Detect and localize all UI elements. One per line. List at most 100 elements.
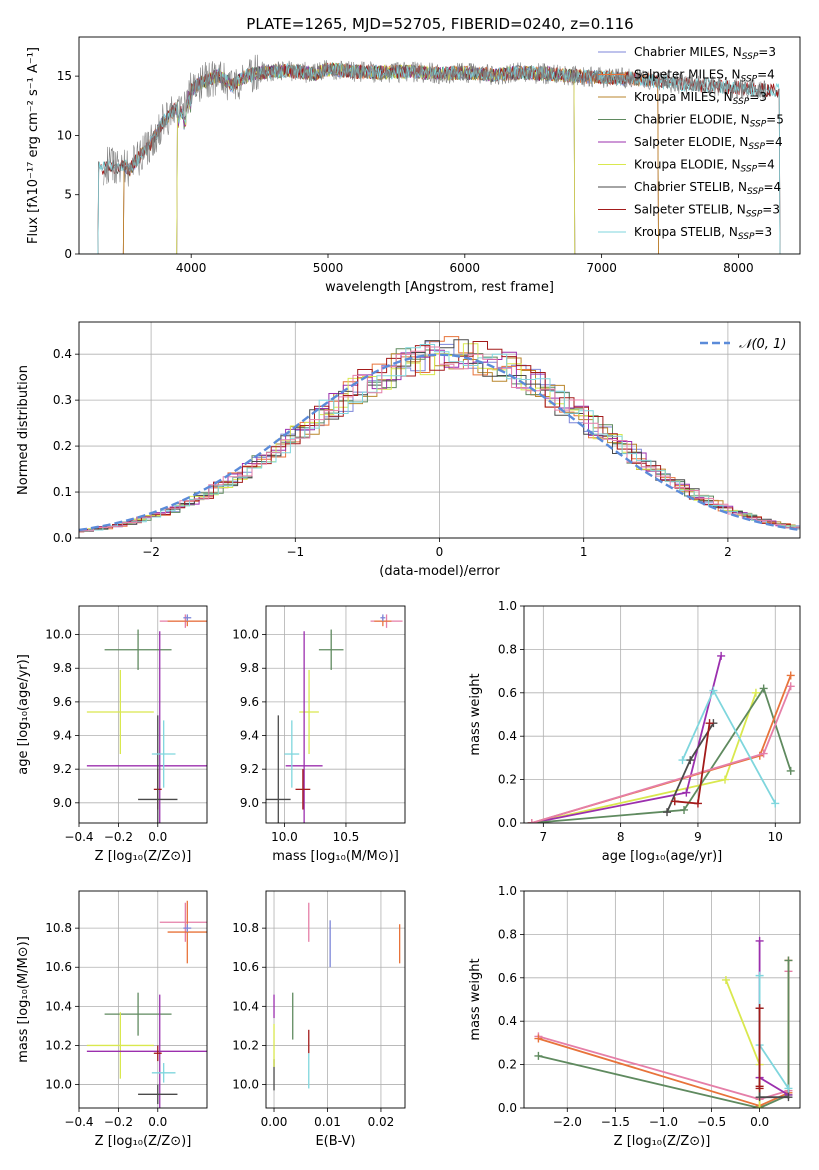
y-axis-label: Normed distribution	[16, 365, 31, 495]
weight-marker	[759, 684, 768, 693]
weight-marker	[755, 1082, 764, 1091]
mass-vs-ebv-panel: 0.00 0.01 0.02 10.0 10.2 10.4 10.6 10.8 E(B-V)	[232, 890, 406, 1149]
weight-marker	[755, 1093, 764, 1102]
legend-label: Chabrier STELIB, NSSP=4	[634, 180, 781, 197]
axes-frame	[78, 605, 208, 824]
age-vs-Z-panel: −0.4 −0.2 0.0 9.0 9.2 9.4 9.6 9.8 10.0 Z [log₁₀(Z…	[16, 605, 208, 864]
x-tick-label: −0.5	[697, 1115, 726, 1129]
legend-label: Salpeter MILES, NSSP=4	[634, 68, 775, 85]
y-tick-label: 9.4	[240, 729, 259, 743]
y-tick-label: 9.0	[53, 796, 72, 810]
x-tick-label: −1.0	[649, 1115, 678, 1129]
y-tick-label: 9.2	[240, 762, 259, 776]
plot-area	[86, 614, 207, 823]
x-tick-label: −2.0	[553, 1115, 582, 1129]
spectrum-panel: 4000 5000 6000 7000 8000 0 5 10 15 wavelength [An…	[26, 36, 801, 295]
x-tick-label: 8000	[723, 261, 754, 275]
x-tick-label: 10	[768, 830, 783, 844]
weight-marker	[670, 797, 679, 806]
weight-marker	[755, 971, 764, 980]
y-tick-label: 0.4	[53, 347, 72, 361]
y-tick-label: 10.8	[45, 921, 72, 935]
errorbar-point	[151, 720, 176, 788]
y-tick-label: 9.4	[53, 729, 72, 743]
x-tick-label: 0.0	[750, 1115, 769, 1129]
legend-label: Chabrier ELODIE, NSSP=5	[634, 113, 784, 130]
axes-frame	[78, 890, 208, 1109]
y-axis-label: age [log₁₀(age/yr)]	[16, 654, 31, 775]
errorbar-point	[138, 1084, 178, 1105]
weight-marker	[721, 775, 730, 784]
weight-marker	[709, 686, 718, 695]
y-tick-label: 9.6	[240, 695, 259, 709]
y-tick-label: 9.6	[53, 695, 72, 709]
y-axis-label: mass [log₁₀(M/M⊙)]	[16, 936, 31, 1063]
axes-frame	[78, 36, 801, 255]
x-axis-label: age [log₁₀(age/yr)]	[602, 849, 723, 864]
weight-line	[531, 686, 792, 823]
y-tick-label: 9.2	[53, 762, 72, 776]
y-tick-label: 10	[57, 128, 72, 142]
x-tick-label: −0.2	[104, 830, 133, 844]
x-tick-label: 1	[580, 545, 588, 559]
legend-label: Chabrier MILES, NSSP=3	[634, 45, 776, 62]
weight-line	[758, 940, 789, 1096]
weight-marker	[784, 1084, 793, 1093]
mass-vs-Z-panel: −0.4 −0.2 0.0 10.0 10.2 10.4 10.6 10.8 Z [log₁₀(…	[16, 890, 208, 1149]
errorbar-point	[86, 631, 207, 823]
x-tick-label: −0.4	[64, 830, 93, 844]
errorbar-point	[318, 629, 344, 670]
y-tick-label: 0	[64, 247, 72, 261]
plot-area	[527, 651, 795, 823]
y-tick-label: 0.6	[498, 971, 517, 985]
x-axis-label: Z [log₁₀(Z/Z⊙)]	[95, 1134, 192, 1149]
weight-marker	[755, 936, 764, 945]
spectrum-legend: Chabrier MILES, NSSP=3 Salpeter MILES, NS…	[598, 45, 784, 242]
errorbar-point	[183, 614, 192, 622]
errorbar-point	[295, 769, 311, 810]
x-axis-label: mass [log₁₀(M/M⊙)]	[272, 849, 399, 864]
y-tick-label: 10.0	[45, 628, 72, 642]
x-tick-label: 0.00	[261, 1115, 288, 1129]
weight-line	[531, 692, 757, 823]
y-tick-label: 10.4	[45, 999, 72, 1013]
weight-marker	[771, 799, 780, 808]
y-tick-label: 10.0	[45, 1078, 72, 1092]
errorbar-point	[86, 994, 207, 1108]
y-tick-label: 1.0	[498, 599, 517, 613]
weight-marker	[686, 756, 695, 765]
y-tick-label: 10.4	[232, 999, 259, 1013]
errorbar-point	[104, 992, 172, 1036]
weight-marker	[663, 808, 672, 817]
errorbar-point	[86, 1012, 154, 1079]
x-axis-label: E(B-V)	[315, 1134, 355, 1149]
y-tick-label: 0.1	[53, 485, 72, 499]
residual-histogram	[79, 346, 800, 533]
legend-label: Kroupa MILES, NSSP=3	[634, 90, 767, 107]
x-axis-label: Z [log₁₀(Z/Z⊙)]	[95, 849, 192, 864]
y-tick-label: 0.4	[498, 1014, 517, 1028]
y-tick-label: 0.0	[498, 816, 517, 830]
y-tick-label: 0.2	[53, 439, 72, 453]
weight-line	[758, 975, 790, 1089]
weight-marker	[755, 1104, 764, 1108]
residual-histogram	[79, 343, 800, 532]
x-tick-label: 4000	[176, 261, 207, 275]
weight-line	[725, 979, 761, 1108]
x-tick-label: 7	[540, 830, 548, 844]
legend-label: Kroupa STELIB, NSSP=3	[634, 225, 772, 242]
weight-marker	[786, 766, 795, 775]
weight-marker	[534, 1034, 543, 1043]
y-axis-label: Flux [fλ10⁻¹⁷ erg cm⁻² s⁻¹ A⁻¹]	[26, 47, 41, 244]
x-tick-label: 0.0	[148, 1115, 167, 1129]
weight-marker	[705, 719, 714, 728]
y-tick-label: 10.2	[45, 1038, 72, 1052]
weight-marker	[717, 651, 726, 660]
y-tick-label: 0.8	[498, 642, 517, 656]
plot-area	[86, 900, 207, 1108]
y-tick-label: 10.0	[232, 1078, 259, 1092]
plot-area	[266, 614, 403, 823]
x-tick-label: 5000	[313, 261, 344, 275]
weight-marker	[786, 682, 795, 691]
y-tick-label: 10.6	[232, 960, 259, 974]
